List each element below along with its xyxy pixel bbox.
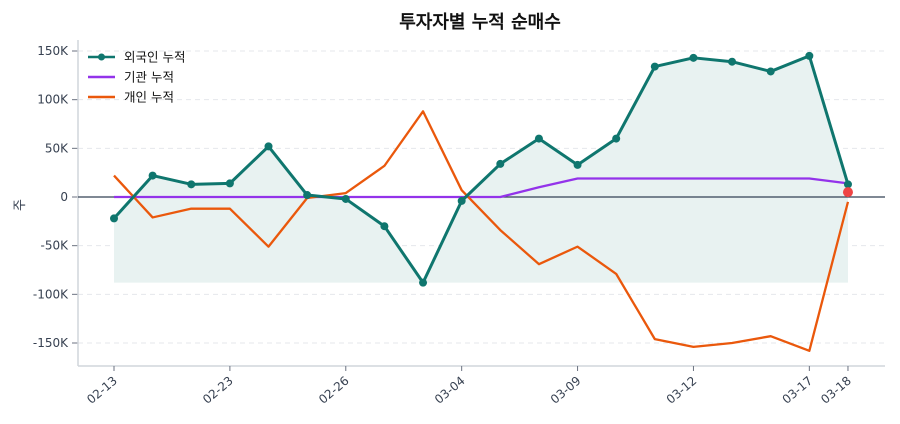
x-tick-label: 02-26	[316, 374, 352, 407]
chart-title: 투자자별 누적 순매수	[399, 12, 561, 33]
y-axis-label: 주	[13, 199, 28, 211]
data-point	[303, 191, 312, 200]
data-point	[534, 134, 543, 143]
x-tick-label: 03-09	[548, 374, 584, 407]
x-tick-label: 03-12	[664, 374, 700, 407]
data-point	[457, 196, 466, 205]
data-point	[573, 160, 582, 169]
data-point	[264, 142, 273, 151]
area-fill	[114, 55, 848, 283]
y-tick-label: 150K	[37, 44, 69, 58]
series-layer	[110, 51, 853, 352]
legend-label: 기관 누적	[124, 70, 174, 85]
x-tick-label: 03-18	[818, 374, 854, 407]
data-point	[110, 214, 118, 223]
y-tick-label: -50K	[41, 239, 70, 253]
y-tick-label: 50K	[45, 141, 69, 155]
x-tick-label: 03-04	[432, 374, 468, 407]
highlight-point	[842, 187, 853, 198]
data-point	[419, 278, 428, 287]
data-point	[728, 57, 737, 66]
x-tick-label: 02-13	[84, 374, 120, 407]
foreign-area-fill	[114, 55, 848, 283]
legend-label: 개인 누적	[124, 90, 174, 105]
series-line	[112, 54, 850, 285]
data-point	[148, 171, 157, 180]
data-point	[380, 222, 389, 231]
y-tick-label: -150K	[33, 336, 69, 350]
data-point	[496, 159, 505, 168]
y-tick-label: 0	[60, 190, 68, 204]
legend-marker	[98, 53, 105, 61]
x-tick-label: 03-17	[780, 374, 816, 407]
data-point	[612, 134, 621, 143]
data-point	[805, 51, 814, 60]
series-line	[113, 110, 850, 352]
data-point	[225, 179, 234, 188]
data-point	[766, 67, 775, 76]
data-point	[341, 194, 350, 203]
data-point	[187, 180, 196, 189]
x-tick-label: 02-23	[200, 374, 236, 407]
y-tick-label: 100K	[37, 93, 69, 107]
y-tick-label: -100K	[33, 287, 69, 301]
legend-label: 외국인 누적	[124, 50, 185, 65]
data-point	[650, 62, 659, 71]
data-point	[843, 180, 852, 189]
series-line	[114, 177, 849, 199]
data-point	[689, 53, 698, 62]
